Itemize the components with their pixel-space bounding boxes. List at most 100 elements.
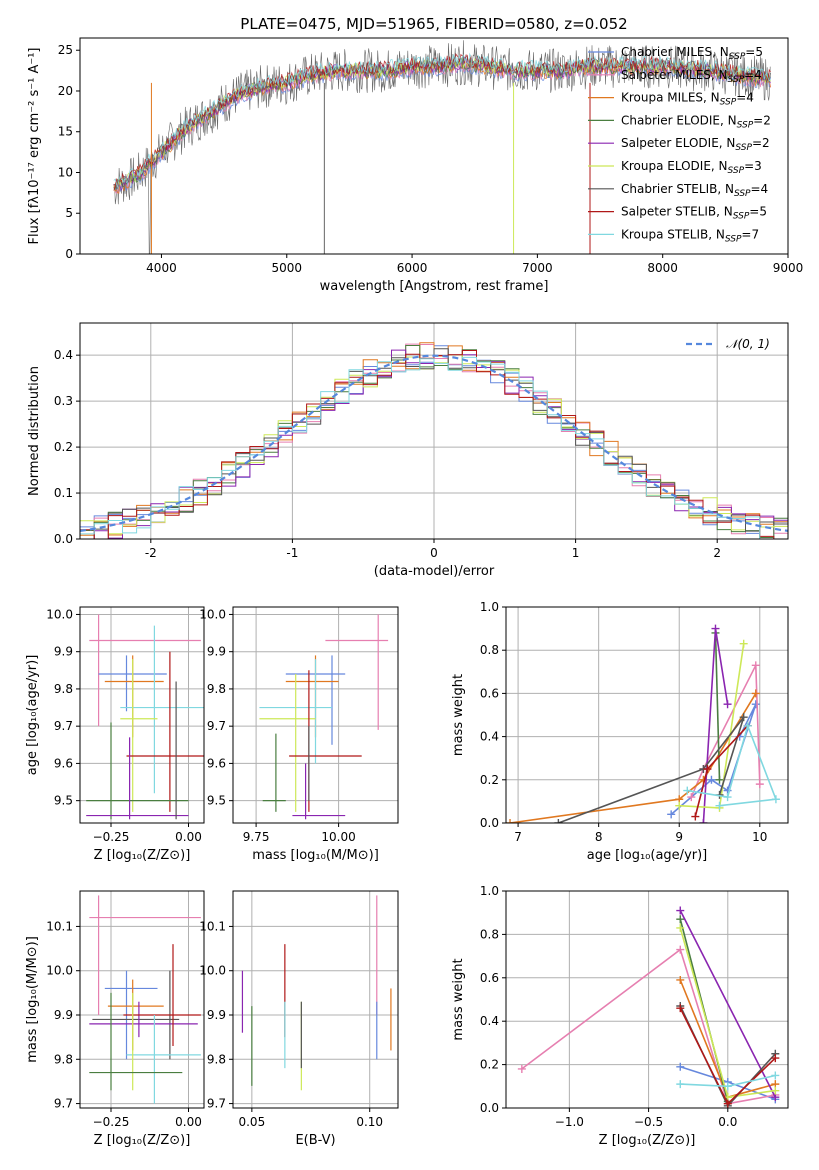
legend-subscript: SSP [733,212,750,222]
legend-text: =4 [736,91,754,105]
legend-entry: 𝒩(0, 1) [726,337,770,351]
x-axis-label: Z [log₁₀(Z/Z⊙)] [94,848,191,863]
legend-subscript: SSP [725,234,742,244]
residual-legend: 𝒩(0, 1) [686,337,770,351]
weight-point-marker [739,639,748,648]
y-tick-label: 0.4 [480,1014,499,1028]
spectrum-title: PLATE=0475, MJD=51965, FIBERID=0580, z=0… [240,15,627,33]
y-tick-label: 0.2 [480,773,499,787]
legend-text: =2 [753,113,771,127]
weight-point-marker [676,975,685,984]
x-tick-label: -2 [145,546,157,560]
x-tick-label: 9000 [773,261,804,275]
weight-point-marker [751,689,760,698]
y-tick-label: 9.7 [54,1097,73,1111]
z-age-frame [79,606,205,824]
y-tick-label: 0.4 [54,348,73,362]
x-tick-label: 5000 [271,261,302,275]
y-tick-label: 0.0 [54,532,73,546]
x-tick-label: 10 [752,830,767,844]
x-tick-label: 9.75 [243,830,270,844]
z-weight-frame [505,890,789,1109]
y-tick-label: 5 [65,206,73,220]
weight-point-marker [676,915,685,924]
age-weight-axes: 7 8 9 10 0.0 0.2 0.4 0.6 0.8 1.0 age [log₁₀(age/yr… [451,600,788,863]
mass-age-frame [232,606,399,824]
y-tick-label: 0.6 [480,971,499,985]
y-tick-label: 0.4 [480,730,499,744]
y-tick-label: 0.1 [54,486,73,500]
y-tick-label: 0 [65,247,73,261]
weight-point-marker [676,906,685,915]
weight-point-marker [676,945,685,954]
legend-subscript: SSP [737,120,754,130]
y-tick-label: 10.0 [199,964,226,978]
weight-point-marker [554,819,563,823]
y-axis-label: age [log₁₀(age/yr)] [25,655,40,776]
legend-subscript: SSP [734,189,751,199]
weight-point-marker [771,795,780,804]
weight-point-marker [715,801,724,810]
legend-subscript: SSP [728,75,745,85]
y-tick-label: 9.6 [207,756,226,770]
weight-point-marker [711,624,720,633]
y-axis-label: mass weight [451,958,466,1040]
x-tick-label: 4000 [146,261,177,275]
y-tick-label: 9.6 [54,756,73,770]
legend-text: Kroupa STELIB, N [621,227,725,241]
x-tick-label: 7000 [522,261,553,275]
legend-entry: Chabrier ELODIE, NSSP=2 [621,113,771,130]
y-tick-label: 0.0 [480,816,499,830]
weight-point-marker [506,819,515,823]
x-axis-label: age [log₁₀(age/yr)] [587,848,708,863]
y-tick-label: 9.8 [207,682,226,696]
legend-entry: Salpeter MILES, NSSP=4 [621,68,762,85]
z-age-errorbars [86,614,204,820]
x-tick-label: -1 [286,546,298,560]
residual-histograms [80,342,788,539]
y-axis-label: Flux [fλ10⁻¹⁷ erg cm⁻² s⁻¹ A⁻¹] [27,48,42,245]
legend-text: Chabrier STELIB, N [621,182,734,196]
weight-point-marker [676,1080,685,1089]
y-tick-label: 9.5 [207,794,226,808]
x-tick-label: 10.00 [321,830,355,844]
weight-point-marker [675,801,684,810]
x-tick-label: −1.0 [555,1115,584,1129]
x-tick-label: 8 [595,830,603,844]
weight-point-marker [771,1054,780,1063]
y-tick-label: 1.0 [480,600,499,614]
weight-series-line [679,910,777,1098]
x-tick-label: 2 [713,546,721,560]
legend-entry: Kroupa STELIB, NSSP=7 [621,227,759,244]
x-tick-label: 6000 [397,261,428,275]
z-mass-frame [79,890,205,1109]
legend-entry: Salpeter ELODIE, NSSP=2 [621,136,770,153]
weight-series-line [714,632,721,780]
z-mass-axes: −0.25 0.00 9.7 9.8 9.9 10.0 10.1 Z [log₁₀(Z/Z⊙)… [25,891,204,1148]
y-tick-label: 9.8 [54,1052,73,1066]
z-mass-errorbars [89,895,201,1104]
weight-point-marker [676,1062,685,1071]
x-tick-label: 0.00 [175,830,202,844]
legend-entry: Salpeter STELIB, NSSP=5 [621,205,767,222]
y-tick-label: 0.8 [480,643,499,657]
y-tick-label: 9.9 [207,645,226,659]
histogram-step-line [80,356,788,539]
x-tick-label: 0.10 [356,1115,383,1129]
y-tick-label: 9.5 [54,794,73,808]
legend-entry: Chabrier STELIB, NSSP=4 [621,182,768,199]
y-tick-label: 0.8 [480,927,499,941]
legend-subscript: SSP [720,98,737,108]
y-tick-label: 15 [58,125,73,139]
mass-age-errorbars [259,614,389,820]
weight-point-marker [739,713,748,722]
y-axis-label: mass [log₁₀(M/M⊙)] [25,936,40,1063]
x-tick-label: 7 [514,830,522,844]
ebv-mass-grid [233,891,398,1108]
legend-text: =3 [744,159,762,173]
weight-point-marker [723,1099,732,1108]
weight-series-line [558,716,745,823]
legend-entry: Kroupa ELODIE, NSSP=3 [621,159,762,176]
y-tick-label: 10.0 [46,964,73,978]
